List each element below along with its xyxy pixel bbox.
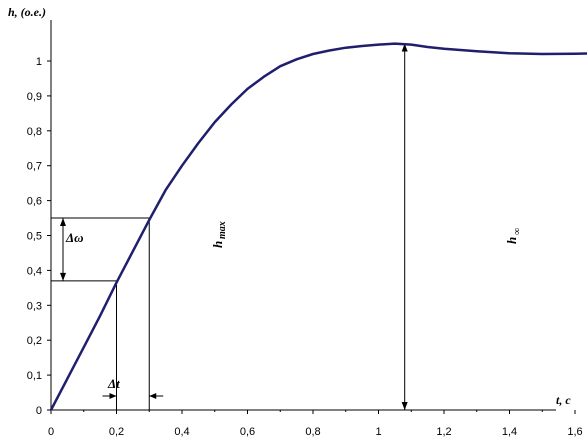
svg-text:h: h: [210, 241, 225, 248]
delta-omega-label: Δω: [65, 230, 84, 245]
y-tick-label: 0,6: [27, 196, 42, 208]
h-max-arrow-head-bottom: [401, 402, 408, 410]
svg-text:max: max: [217, 221, 228, 239]
x-tick-label: 1,4: [502, 426, 517, 438]
y-tick-label: 0,4: [27, 265, 42, 277]
x-tick-label: 0: [48, 426, 54, 438]
series-group: [49, 42, 587, 411]
y-tick-label: 0,5: [27, 231, 42, 243]
h-inf-label: h ∞: [504, 228, 523, 244]
x-tick-label: 0,8: [305, 426, 320, 438]
y-tick-label: 0,3: [27, 300, 42, 312]
marker-lines: [51, 43, 408, 410]
delta-omega-arrow-head-bottom: [60, 272, 66, 281]
tick-labels: 00,20,40,60,811,21,41,61,822,22,42,62,83…: [27, 56, 583, 438]
axes: [47, 20, 576, 414]
x-tick-label: 0,4: [174, 426, 189, 438]
y-axis-title: h, (о.е.): [8, 5, 46, 19]
y-tick-label: 0,2: [27, 335, 42, 347]
y-tick-label: 0,7: [27, 161, 42, 173]
x-tick-label: 1,6: [567, 426, 582, 438]
y-tick-label: 1: [36, 56, 42, 68]
y-tick-label: 0,9: [27, 91, 42, 103]
delta-t-arrow-right-head: [149, 393, 157, 399]
y-tick-label: 0,8: [27, 126, 42, 138]
x-tick-label: 1,2: [436, 426, 451, 438]
y-tick-label: 0: [36, 405, 42, 417]
h-max-label: h max: [210, 221, 228, 248]
delta-t-arrow-left-head: [109, 393, 117, 399]
x-tick-label: 0,2: [109, 426, 124, 438]
x-axis-title: t, c: [556, 393, 571, 407]
delta-omega-arrow-head-top: [60, 218, 66, 227]
h-max-arrow-head-top: [401, 43, 408, 52]
svg-text:∞: ∞: [512, 228, 523, 235]
x-tick-label: 1: [375, 426, 381, 438]
x-tick-label: 0,6: [240, 426, 255, 438]
delta-t-label: Δt: [107, 376, 120, 391]
svg-text:h: h: [504, 237, 519, 244]
y-tick-label: 0,1: [27, 370, 42, 382]
series-line-0: [49, 42, 587, 411]
